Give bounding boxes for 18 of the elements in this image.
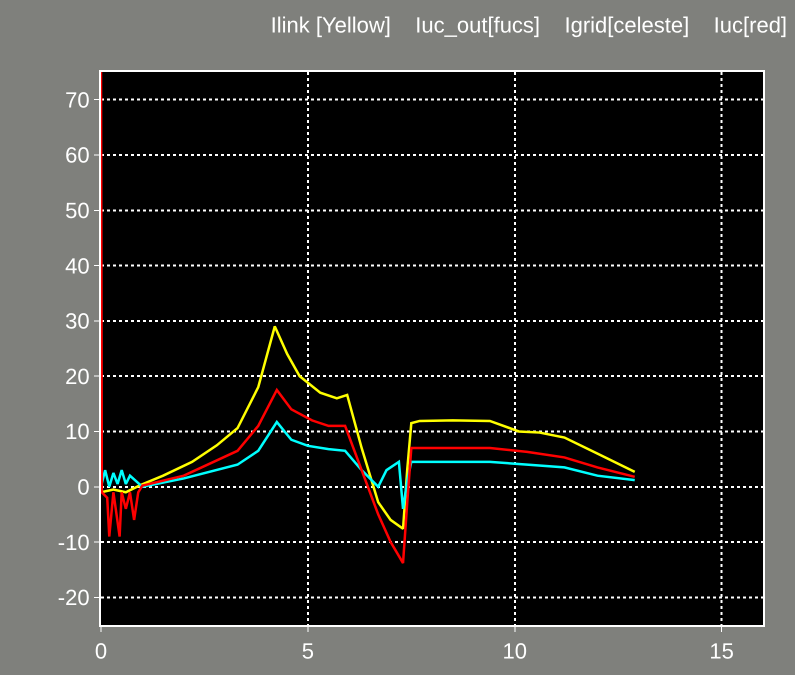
y-tick-label: 50 <box>65 198 90 223</box>
y-tick-label: 10 <box>65 419 90 444</box>
line-series <box>101 420 636 510</box>
x-tick-label: 10 <box>502 638 527 664</box>
x-tick-label: 0 <box>94 638 108 664</box>
y-tick-label: 20 <box>65 364 90 389</box>
x-tick-label: 5 <box>302 638 314 664</box>
line-series <box>101 325 636 530</box>
x-tick-label: 15 <box>709 638 734 664</box>
y-tick-label: 70 <box>65 87 90 112</box>
y-tick-label: -10 <box>58 530 90 555</box>
y-tick-label: 60 <box>65 142 90 168</box>
y-tick-label: 0 <box>77 474 90 500</box>
chart-title: Ilink [Yellow] Iuc_out[fucs] Igrid[celeste] Iuc[red] <box>270 12 788 38</box>
y-tick-label: 30 <box>65 308 90 334</box>
y-tick-label: -20 <box>58 585 90 610</box>
y-tick-label: 40 <box>65 253 90 278</box>
line-series <box>101 72 636 564</box>
